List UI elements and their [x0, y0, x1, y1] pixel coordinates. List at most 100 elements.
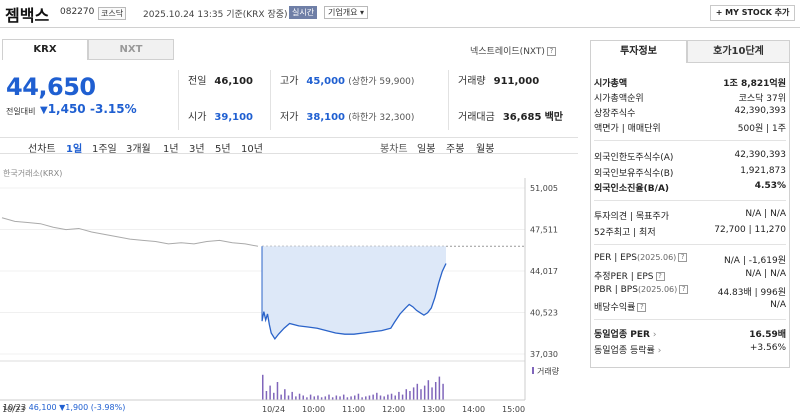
- change-value: ▼1,450: [40, 102, 86, 116]
- y-tick-label: 47,511: [530, 226, 558, 235]
- volume-bar: [394, 395, 396, 400]
- tab-investment-info[interactable]: 투자정보: [590, 40, 687, 63]
- candle-daily[interactable]: 일봉: [417, 144, 436, 155]
- volume-bar: [438, 376, 441, 400]
- help-icon[interactable]: ?: [655, 272, 665, 281]
- volume-bar: [284, 389, 286, 400]
- volume-bar: [372, 394, 374, 400]
- change-percent: -3.15%: [90, 102, 137, 116]
- add-my-stock-button[interactable]: + MY STOCK 추가: [710, 5, 795, 21]
- period-5y[interactable]: 5년: [215, 144, 231, 155]
- tab-order-book[interactable]: 호가10단계: [687, 40, 790, 63]
- x-tick-label: 12:00: [382, 405, 405, 414]
- tab-nxt[interactable]: NXT: [88, 39, 174, 60]
- volume: 거래량 911,000: [458, 76, 540, 87]
- volume-bar: [328, 394, 330, 400]
- x-tick-label: 10/24: [262, 405, 285, 414]
- stock-code: 082270: [60, 7, 95, 17]
- candle-monthly[interactable]: 월봉: [476, 144, 495, 155]
- candle-chart-label[interactable]: 봉차트: [380, 144, 408, 155]
- chevron-right-icon[interactable]: ›: [652, 330, 657, 340]
- divider: [594, 200, 786, 201]
- pbr-row: PBR | BPS(2025.06)? 44.83배 | 996원: [594, 285, 786, 298]
- divider: [178, 70, 179, 130]
- divider: [594, 244, 786, 245]
- foreign-ratio-row: 외국인소진율(B/A) 4.53%: [594, 181, 786, 194]
- help-icon[interactable]: ?: [679, 285, 689, 294]
- sector-per-row: 동일업종 PER › 16.59배: [594, 330, 786, 340]
- volume-bar: [420, 389, 422, 400]
- volume-bar: [309, 394, 312, 400]
- header-divider: [0, 27, 800, 28]
- volume-bar: [273, 392, 275, 400]
- period-3y[interactable]: 3년: [189, 144, 205, 155]
- current-price: 44,650: [6, 73, 96, 101]
- foreign-hold-row: 외국인보유주식수(B) 1,921,873: [594, 166, 786, 179]
- volume-bar: [379, 395, 382, 400]
- volume-legend-label: 거래량: [537, 366, 560, 376]
- help-icon[interactable]: ?: [678, 253, 688, 262]
- per-row: PER | EPS(2025.06)? N/A | -1,619원: [594, 253, 786, 266]
- volume-bar: [442, 383, 444, 400]
- volume-bar: [331, 397, 334, 400]
- volume-bar: [368, 395, 371, 400]
- volume-bar: [324, 396, 327, 400]
- x-tick-label: 10/23: [2, 405, 25, 414]
- y-tick-label: 37,030: [530, 350, 558, 359]
- y-tick-label: 40,523: [530, 309, 558, 318]
- volume-bar: [317, 395, 319, 400]
- volume-bar: [401, 394, 404, 400]
- volume-bar: [383, 396, 385, 400]
- period-10y[interactable]: 10년: [241, 144, 263, 155]
- period-1y[interactable]: 1년: [163, 144, 179, 155]
- prev-day-summary: 10/23 46,100 ▼1,900 (-3.98%): [3, 403, 126, 412]
- change-label: 전일대비: [6, 107, 36, 116]
- est-per-row: 추정PER | EPS? N/A | N/A: [594, 269, 786, 282]
- volume-bar: [350, 396, 352, 400]
- volume-bar: [412, 387, 415, 400]
- down-arrow-icon: ▼: [40, 105, 48, 116]
- chart-toolbar: 선차트 1일 1주일 3개월 1년 3년 5년 10년 봉차트 일봉 주봉 월봉: [0, 137, 578, 155]
- foreign-limit-row: 외국인한도주식수(A) 42,390,393: [594, 150, 786, 163]
- volume-bar: [398, 391, 400, 400]
- realtime-button[interactable]: 실시간: [289, 6, 318, 19]
- y-tick-label: 51,005: [530, 184, 558, 193]
- market-badge: 코스닥: [98, 7, 127, 20]
- period-1d[interactable]: 1일: [66, 144, 83, 155]
- help-icon[interactable]: ?: [637, 303, 647, 312]
- today-area: [262, 246, 446, 339]
- candle-weekly[interactable]: 주봉: [446, 144, 465, 155]
- volume-bar: [302, 395, 304, 400]
- y-tick-label: 44,017: [530, 267, 558, 276]
- help-icon[interactable]: ?: [546, 47, 556, 56]
- volume-bar: [423, 385, 426, 400]
- volume-bar: [276, 382, 279, 400]
- open-price: 시가 39,100: [188, 112, 253, 123]
- x-tick-label: 13:00: [422, 405, 445, 414]
- market-cap-rank-row: 시가총액순위 코스닥 37위: [594, 94, 786, 104]
- volume-bar: [298, 393, 301, 400]
- volume-bar: [335, 395, 338, 400]
- volume-bar: [405, 389, 408, 400]
- period-1w[interactable]: 1주일: [92, 144, 117, 155]
- volume-bar: [320, 397, 323, 400]
- x-tick-label: 10:00: [302, 405, 325, 414]
- trade-amount: 거래대금 36,685 백만: [458, 112, 563, 123]
- company-info-button[interactable]: 기업개요 ▾: [324, 6, 369, 19]
- chevron-right-icon[interactable]: ›: [657, 346, 662, 356]
- volume-bar: [262, 374, 264, 400]
- low-price: 저가 38,100 (하한가 32,300): [280, 112, 415, 123]
- datetime-label: 2025.10.24 13:35 기준(KRX 장중): [143, 10, 288, 20]
- volume-bar: [434, 382, 437, 400]
- volume-bar: [313, 396, 316, 400]
- opinion-row: 투자의견 | 목표주가 N/A | N/A: [594, 209, 786, 222]
- dividend-row: 배당수익률? N/A: [594, 300, 786, 313]
- divider: [448, 70, 449, 130]
- volume-bar: [269, 385, 271, 400]
- tab-krx[interactable]: KRX: [2, 39, 88, 60]
- divider: [270, 70, 271, 130]
- period-3m[interactable]: 3개월: [126, 144, 151, 155]
- nextrade-label: 넥스트레이드(NXT)?: [470, 44, 556, 57]
- line-chart-label[interactable]: 선차트: [28, 144, 56, 155]
